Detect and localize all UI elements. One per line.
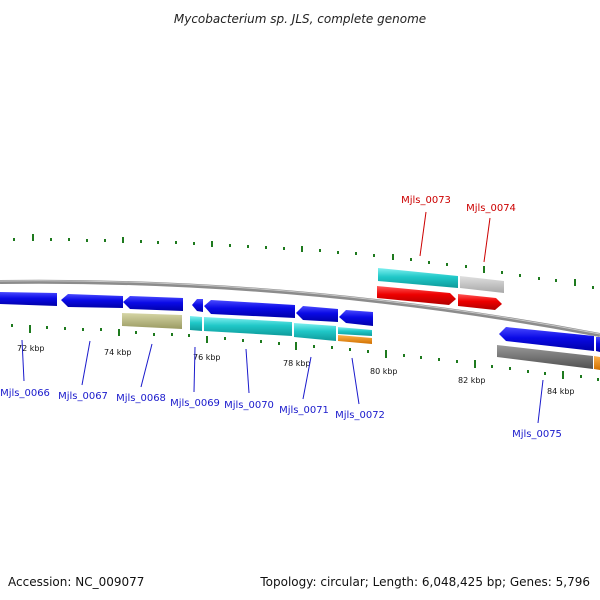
forward-tick-row: [13, 234, 594, 289]
genome-backbone-arc: [0, 279, 600, 337]
scale-label: 82 kbp: [458, 376, 486, 385]
gene-mjls-0075-cds[interactable]: [497, 345, 593, 369]
gene-mjls-0070-arrow[interactable]: [204, 300, 295, 318]
gene-label-mjls-0073[interactable]: Mjls_0073: [401, 195, 451, 206]
gene-mjls-0073-cds[interactable]: [378, 268, 458, 288]
scale-label: 80 kbp: [370, 367, 398, 376]
gene-mjls-0072-feature[interactable]: [338, 335, 372, 344]
gene-mjls-0066-arrow[interactable]: [0, 292, 57, 306]
gene-mjls-0067-arrow[interactable]: [61, 294, 123, 308]
gene-mjls-0073-arrow[interactable]: [377, 286, 456, 305]
gene-mjls-0075-arrow[interactable]: [499, 327, 594, 351]
scale-label: 74 kbp: [104, 348, 132, 357]
gene-label-mjls-0071[interactable]: Mjls_0071: [279, 405, 329, 416]
gene-mjls-0072-cds[interactable]: [338, 327, 372, 336]
gene-label-mjls-0068[interactable]: Mjls_0068: [116, 393, 166, 404]
genome-summary-text: Topology: circular; Length: 6,048,425 bp…: [259, 575, 590, 589]
forward-gene-labels: Mjls_0073 Mjls_0074: [401, 195, 516, 263]
reverse-gene-labels: [21, 339, 544, 424]
reverse-strand-genes: [0, 292, 600, 370]
reverse-tick-row: [11, 324, 599, 381]
gene-mjls-0068-arrow[interactable]: [123, 296, 183, 311]
gene-mjls-0068-cds[interactable]: [122, 313, 182, 329]
genome-title: Mycobacterium sp. JLS, complete genome: [174, 12, 426, 26]
accession-text: Accession: NC_009077: [8, 575, 144, 589]
gene-label-mjls-0074[interactable]: Mjls_0074: [466, 203, 516, 214]
reverse-gene-label-texts: Mjls_0066 Mjls_0067 Mjls_0068 Mjls_0069 …: [0, 388, 562, 440]
forward-strand-genes: [377, 268, 504, 310]
scale-labels: 72 kbp 74 kbp 76 kbp 78 kbp 80 kbp 82 kb…: [17, 344, 575, 396]
gene-label-mjls-0069[interactable]: Mjls_0069: [170, 398, 220, 409]
gene-label-mjls-0072[interactable]: Mjls_0072: [335, 410, 385, 421]
gene-label-mjls-0075[interactable]: Mjls_0075: [512, 429, 562, 440]
scale-label: 72 kbp: [17, 344, 45, 353]
gene-label-mjls-0067[interactable]: Mjls_0067: [58, 391, 108, 402]
gene-right-edge-arrow[interactable]: [596, 337, 600, 352]
gene-right-edge-feature[interactable]: [594, 356, 600, 370]
scale-label: 78 kbp: [283, 359, 311, 368]
gene-mjls-0071-cds[interactable]: [294, 323, 336, 341]
gene-mjls-0074-cds[interactable]: [460, 276, 504, 293]
gene-mjls-0069-cds[interactable]: [190, 316, 202, 331]
gene-mjls-0071-arrow[interactable]: [296, 306, 338, 322]
gene-mjls-0072-arrow[interactable]: [339, 310, 373, 326]
gene-mjls-0069-arrow[interactable]: [192, 299, 203, 312]
scale-label: 84 kbp: [547, 387, 575, 396]
gene-label-mjls-0066[interactable]: Mjls_0066: [0, 388, 50, 399]
gene-mjls-0070-cds[interactable]: [204, 317, 292, 336]
gene-label-mjls-0070[interactable]: Mjls_0070: [224, 400, 274, 411]
gene-mjls-0074-arrow[interactable]: [458, 294, 502, 310]
scale-label: 76 kbp: [193, 353, 221, 362]
